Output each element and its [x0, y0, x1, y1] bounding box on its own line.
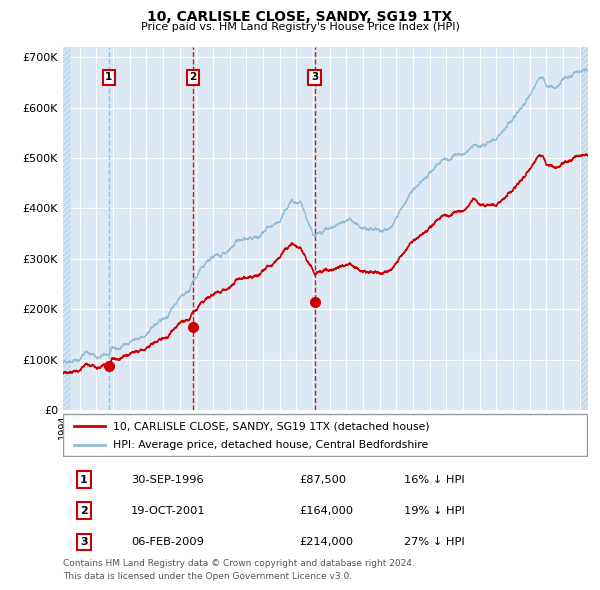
Text: £87,500: £87,500: [299, 475, 346, 484]
Text: 3: 3: [311, 73, 318, 83]
Text: 30-SEP-1996: 30-SEP-1996: [131, 475, 204, 484]
Text: 19-OCT-2001: 19-OCT-2001: [131, 506, 206, 516]
Text: 10, CARLISLE CLOSE, SANDY, SG19 1TX (detached house): 10, CARLISLE CLOSE, SANDY, SG19 1TX (det…: [113, 421, 430, 431]
Text: 27% ↓ HPI: 27% ↓ HPI: [404, 537, 465, 547]
Text: £164,000: £164,000: [299, 506, 353, 516]
FancyBboxPatch shape: [63, 414, 587, 457]
Bar: [581, 47, 588, 410]
Text: 1: 1: [105, 73, 112, 83]
Text: This data is licensed under the Open Government Licence v3.0.: This data is licensed under the Open Gov…: [63, 572, 352, 581]
Bar: [581, 47, 588, 410]
Bar: [63, 47, 71, 410]
Text: 06-FEB-2009: 06-FEB-2009: [131, 537, 204, 547]
Text: £214,000: £214,000: [299, 537, 353, 547]
Text: 19% ↓ HPI: 19% ↓ HPI: [404, 506, 465, 516]
Text: 16% ↓ HPI: 16% ↓ HPI: [404, 475, 465, 484]
Text: HPI: Average price, detached house, Central Bedfordshire: HPI: Average price, detached house, Cent…: [113, 440, 428, 450]
Text: 2: 2: [80, 506, 88, 516]
Bar: [63, 47, 71, 410]
Text: 1: 1: [80, 475, 88, 484]
Text: 3: 3: [80, 537, 88, 547]
Text: Contains HM Land Registry data © Crown copyright and database right 2024.: Contains HM Land Registry data © Crown c…: [63, 559, 415, 568]
Text: Price paid vs. HM Land Registry's House Price Index (HPI): Price paid vs. HM Land Registry's House …: [140, 22, 460, 32]
Text: 2: 2: [189, 73, 196, 83]
Text: 10, CARLISLE CLOSE, SANDY, SG19 1TX: 10, CARLISLE CLOSE, SANDY, SG19 1TX: [148, 10, 452, 24]
